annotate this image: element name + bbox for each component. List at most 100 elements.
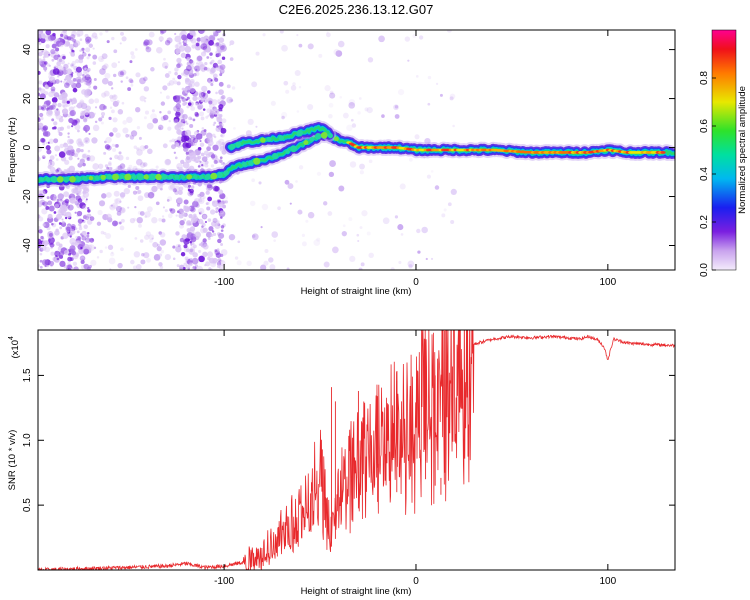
noise-speckle <box>152 117 159 124</box>
snr-multiplier-exponent: 4 <box>8 336 15 340</box>
noise-speckle <box>397 224 404 231</box>
trace-blob <box>39 177 44 182</box>
noise-speckle <box>108 161 112 165</box>
noise-speckle <box>198 243 202 246</box>
noise-speckle <box>92 163 99 170</box>
noise-speckle <box>100 57 104 61</box>
noise-speckle <box>394 105 399 109</box>
noise-speckle <box>128 164 133 169</box>
noise-speckle <box>138 223 142 228</box>
noise-speckle <box>173 185 181 193</box>
noise-speckle <box>120 195 125 200</box>
noise-speckle <box>74 200 80 206</box>
noise-speckle <box>182 102 187 106</box>
noise-speckle <box>192 95 198 102</box>
noise-speckle <box>408 157 413 162</box>
colorbar-tick-label: 0.2 <box>699 215 710 229</box>
noise-speckle <box>79 158 85 164</box>
noise-speckle <box>189 257 193 261</box>
noise-speckle <box>70 34 76 40</box>
noise-speckle <box>174 44 179 49</box>
noise-speckle <box>115 198 122 205</box>
noise-speckle <box>361 210 368 217</box>
noise-speckle <box>112 117 118 123</box>
noise-speckle <box>167 213 173 219</box>
noise-speckle <box>201 92 209 100</box>
noise-speckle <box>184 120 188 123</box>
noise-speckle <box>210 83 214 87</box>
noise-speckle <box>128 78 134 83</box>
trace-blob <box>272 153 279 160</box>
noise-speckle <box>165 159 171 165</box>
noise-speckle <box>208 103 215 109</box>
noise-speckle <box>204 42 209 46</box>
noise-speckle <box>70 63 75 68</box>
noise-speckle <box>178 186 184 192</box>
noise-speckle <box>204 61 208 66</box>
noise-speckle <box>196 62 199 65</box>
noise-speckle <box>49 242 55 248</box>
noise-speckle <box>147 148 153 155</box>
noise-speckle <box>56 198 60 202</box>
noise-speckle <box>55 79 60 84</box>
noise-speckle <box>89 237 95 243</box>
noise-speckle <box>143 100 147 103</box>
trace-blob <box>210 172 218 180</box>
noise-speckle <box>280 111 288 119</box>
noise-speckle <box>162 143 168 149</box>
noise-speckle <box>176 57 182 64</box>
noise-speckle <box>61 100 65 104</box>
noise-speckle <box>214 220 220 226</box>
noise-speckle <box>104 164 109 168</box>
noise-speckle <box>127 87 132 91</box>
noise-speckle <box>122 120 127 125</box>
noise-speckle <box>111 143 115 147</box>
trace-blob <box>309 136 315 142</box>
noise-speckle <box>125 156 130 161</box>
noise-speckle <box>219 259 223 263</box>
noise-speckle <box>144 110 150 115</box>
trace-blob <box>180 174 186 180</box>
trace-blob <box>216 172 223 179</box>
snr-y-tick-label: 0.5 <box>22 498 33 512</box>
noise-speckle <box>136 149 143 156</box>
noise-speckle <box>51 58 55 62</box>
noise-speckle <box>61 68 65 71</box>
noise-speckle <box>342 112 349 119</box>
noise-speckle <box>111 36 115 41</box>
noise-speckle <box>63 63 69 70</box>
noise-speckle <box>82 162 86 167</box>
noise-speckle <box>209 114 215 119</box>
noise-speckle <box>446 30 452 33</box>
noise-speckle <box>217 238 222 244</box>
noise-speckle <box>110 204 113 207</box>
noise-speckle <box>357 240 360 243</box>
noise-speckle <box>53 126 57 130</box>
noise-speckle <box>378 35 385 43</box>
noise-speckle <box>76 230 80 234</box>
noise-speckle <box>72 97 77 102</box>
noise-speckle <box>204 220 207 224</box>
noise-speckle <box>408 264 413 269</box>
noise-speckle <box>160 249 165 254</box>
noise-speckle <box>77 198 83 203</box>
noise-speckle <box>212 144 219 151</box>
noise-speckle <box>59 260 66 268</box>
noise-speckle <box>172 257 176 260</box>
noise-speckle <box>189 141 194 146</box>
noise-speckle <box>176 162 183 170</box>
noise-speckle <box>176 264 180 268</box>
noise-speckle <box>207 90 211 94</box>
noise-speckle <box>43 66 48 71</box>
noise-speckle <box>174 71 178 76</box>
noise-speckle <box>113 94 116 98</box>
noise-speckle <box>183 244 188 249</box>
noise-speckle <box>349 161 357 168</box>
noise-speckle <box>196 55 203 63</box>
noise-speckle <box>60 80 63 83</box>
noise-speckle <box>220 45 225 51</box>
noise-speckle <box>181 211 186 217</box>
noise-speckle <box>368 159 373 164</box>
noise-speckle <box>128 134 131 137</box>
noise-speckle <box>68 43 75 50</box>
